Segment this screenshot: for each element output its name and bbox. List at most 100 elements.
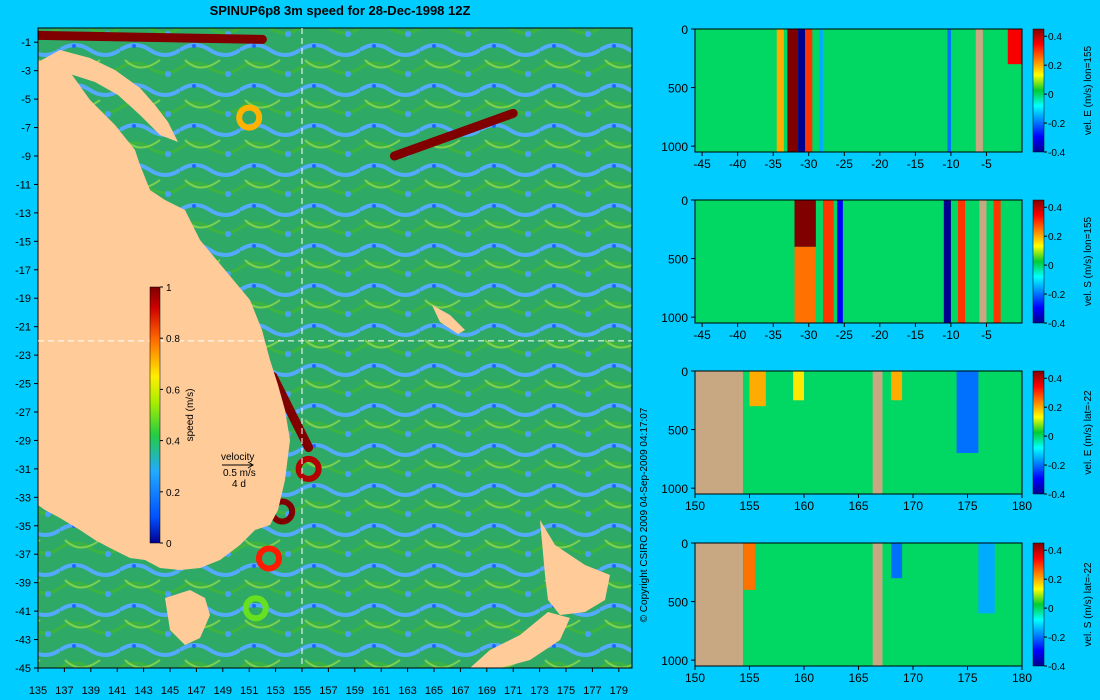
section-band xyxy=(776,29,784,152)
map-y-tick-label: -13 xyxy=(15,208,31,220)
section-land xyxy=(979,200,987,323)
map-x-tick-label: 147 xyxy=(187,685,205,697)
section-x-tick-label: -10 xyxy=(942,157,960,171)
map-x-tick-label: 149 xyxy=(214,685,232,697)
section-band xyxy=(891,371,903,401)
section-x-tick-label: -45 xyxy=(693,157,711,171)
section-colorbar-label: vel. S (m/s) lon=155 xyxy=(1083,216,1094,306)
map-x-tick-label: 143 xyxy=(134,685,152,697)
map-x-tick-label: 153 xyxy=(266,685,284,697)
section-y-tick-label: 500 xyxy=(668,424,688,438)
section-panel-1: -45 -40 -35 -30 -25 -20 -15 -10 -5 0 500 1000 -0.4 -0… xyxy=(661,23,1094,171)
section-x-tick-label: 165 xyxy=(848,671,868,685)
map-x-tick-label: 159 xyxy=(346,685,364,697)
map-y-tick-label: -5 xyxy=(21,94,31,106)
section-cbar-tick-label: -0.2 xyxy=(1048,119,1066,130)
map-x-tick-label: 141 xyxy=(108,685,126,697)
section-y-tick-label: 500 xyxy=(668,253,688,267)
section-x-tick-label: -15 xyxy=(907,157,925,171)
speed-cbar-tick-label: 0 xyxy=(166,539,172,550)
section-x-tick-label: 165 xyxy=(848,499,868,513)
map-y-tick-label: -9 xyxy=(21,151,31,163)
section-band xyxy=(794,246,816,323)
section-panel-3: 150 155 160 165 170 175 180 0 500 1000 -0.4 -0.2 0 0.… xyxy=(661,365,1094,513)
velocity-key-label: velocity xyxy=(221,452,254,463)
section-cbar-tick-label: 0 xyxy=(1048,604,1054,615)
section-x-tick-label: -25 xyxy=(836,157,854,171)
section-cbar-tick-label: -0.4 xyxy=(1048,490,1066,501)
map-y-tick-label: -35 xyxy=(15,521,31,533)
section-x-tick-label: 180 xyxy=(1012,499,1032,513)
speed-colorbar-label: speed (m/s) xyxy=(185,389,196,442)
map-y-tick-label: -41 xyxy=(15,606,31,618)
map-x-tick-label: 169 xyxy=(478,685,496,697)
section-x-tick-label: 175 xyxy=(957,671,977,685)
section-cbar-tick-label: 0.2 xyxy=(1048,403,1062,414)
section-band xyxy=(1007,29,1022,65)
map-y-tick-label: -39 xyxy=(15,578,31,590)
speed-map xyxy=(38,28,632,668)
map-y-tick-label: -19 xyxy=(15,293,31,305)
map-y-tick-label: -23 xyxy=(15,350,31,362)
section-band xyxy=(891,543,903,579)
section-colorbar-label: vel. S (m/s) lat=-22 xyxy=(1083,562,1094,647)
section-cbar-tick-label: 0 xyxy=(1048,90,1054,101)
section-x-tick-label: -35 xyxy=(765,157,783,171)
section-cbar-tick-label: 0.4 xyxy=(1048,32,1062,43)
section-x-tick-label: 160 xyxy=(794,499,814,513)
speed-cbar-tick-label: 0.4 xyxy=(166,437,180,448)
velocity-key-speed: 0.5 m/s xyxy=(223,468,256,479)
section-x-tick-label: -30 xyxy=(800,157,818,171)
section-x-tick-label: 150 xyxy=(685,671,705,685)
section-band xyxy=(798,29,806,152)
map-x-tick-label: 179 xyxy=(610,685,628,697)
section-x-tick-label: 150 xyxy=(685,499,705,513)
speed-cbar-tick-label: 0.6 xyxy=(166,385,180,396)
section-land xyxy=(872,543,883,666)
section-band xyxy=(978,543,995,614)
map-y-tick-label: -37 xyxy=(15,549,31,561)
land-nz-south xyxy=(470,612,570,668)
land-nz-north xyxy=(540,520,610,615)
map-y-tick-label: -27 xyxy=(15,407,31,419)
section-cbar-tick-label: -0.4 xyxy=(1048,662,1066,673)
section-land xyxy=(872,371,883,494)
land-tasmania xyxy=(165,590,210,645)
section-cbar-tick-label: 0.4 xyxy=(1048,203,1062,214)
velocity-key: velocity 0.5 m/s 4 d xyxy=(221,452,256,490)
speed-cbar-tick-label: 0.2 xyxy=(166,488,180,499)
section-band xyxy=(943,200,951,323)
speed-cbar-tick-label: 1 xyxy=(166,283,172,294)
map-y-tick-label: -25 xyxy=(15,379,31,391)
section-cbar-tick-label: -0.2 xyxy=(1048,290,1066,301)
section-y-tick-label: 1000 xyxy=(661,654,688,668)
jet-mark xyxy=(389,108,518,161)
section-background xyxy=(695,200,1022,323)
section-y-tick-label: 1000 xyxy=(661,482,688,496)
section-x-tick-label: -5 xyxy=(981,328,992,342)
section-x-tick-label: -10 xyxy=(942,328,960,342)
section-x-tick-label: -40 xyxy=(729,157,747,171)
section-band xyxy=(749,371,766,407)
section-cbar-tick-label: 0.2 xyxy=(1048,61,1062,72)
section-band xyxy=(956,371,979,453)
section-band xyxy=(805,29,813,152)
section-cbar-tick-label: 0 xyxy=(1048,261,1054,272)
figure-title: SPINUP6p8 3m speed for 28-Dec-1998 12Z xyxy=(210,3,471,18)
section-cbar-tick-label: 0.2 xyxy=(1048,232,1062,243)
section-band xyxy=(993,200,1001,323)
map-x-tick-label: 137 xyxy=(55,685,73,697)
section-y-tick-label: 1000 xyxy=(661,140,688,154)
section-x-tick-label: 175 xyxy=(957,499,977,513)
eddy-mark xyxy=(236,104,263,131)
map-x-tick-label: 173 xyxy=(530,685,548,697)
section-colorbar xyxy=(1032,542,1045,667)
section-panel-2: -45 -40 -35 -30 -25 -20 -15 -10 -5 0 500 1000 -0.4 -0… xyxy=(661,194,1094,342)
map-y-tick-label: -29 xyxy=(15,435,31,447)
section-colorbar xyxy=(1032,370,1045,495)
map-y-tick-label: -21 xyxy=(15,322,31,334)
section-y-tick-label: 500 xyxy=(668,596,688,610)
map-x-tick-label: 145 xyxy=(161,685,179,697)
section-x-tick-label: -25 xyxy=(836,328,854,342)
